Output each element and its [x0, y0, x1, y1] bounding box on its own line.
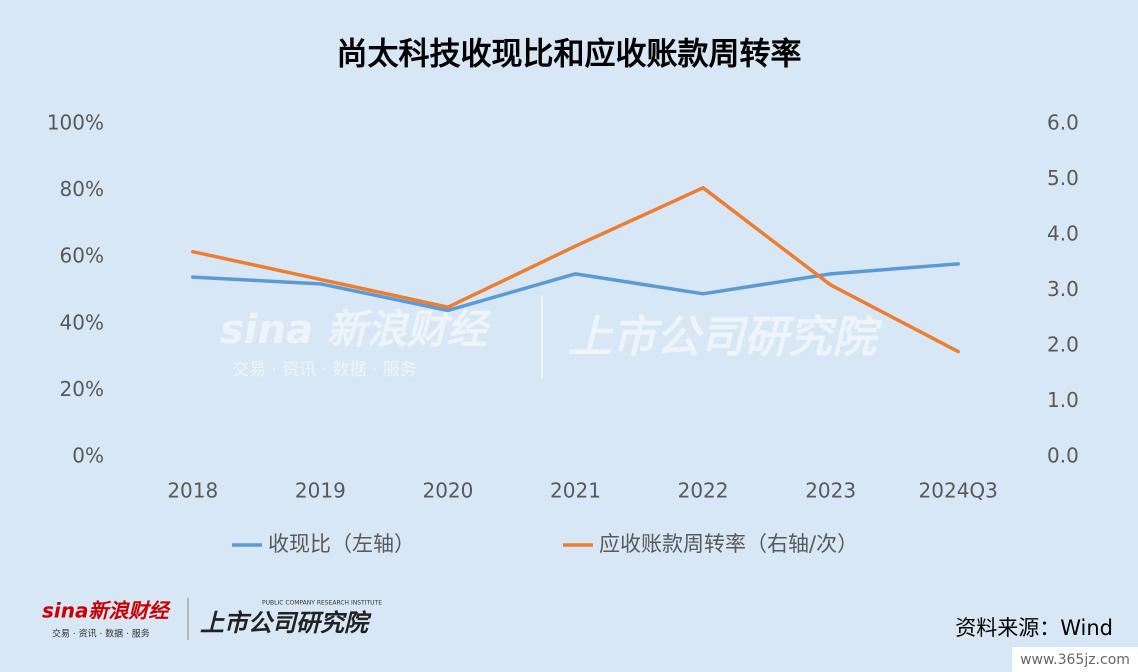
y2-tick-label: 5.0	[1047, 166, 1079, 190]
x-tick-label: 2024Q3	[919, 479, 998, 503]
x-tick-label: 2022	[678, 479, 729, 503]
y2-tick-label: 1.0	[1047, 388, 1079, 412]
x-tick-label: 2020	[422, 479, 473, 503]
y-tick-label: 0%	[72, 444, 104, 468]
y2-tick-label: 6.0	[1047, 111, 1079, 135]
series-line	[191, 262, 960, 313]
watermark-tagline: 交易 · 资讯 · 数据 · 服务	[232, 360, 417, 380]
chart-title: 尚太科技收现比和应收账款周转率	[337, 37, 802, 73]
y2-tick-label: 3.0	[1047, 277, 1079, 301]
logo-brand: sina新浪财经	[42, 599, 171, 623]
x-tick-label: 2019	[295, 479, 346, 503]
logo-tagline: 交易 · 资讯 · 数据 · 服务	[52, 628, 150, 640]
y2-tick-label: 0.0	[1047, 444, 1079, 468]
y2-tick-label: 2.0	[1047, 333, 1079, 357]
series-line	[191, 186, 960, 354]
y-tick-label: 20%	[60, 377, 104, 401]
watermark: sina 新浪财经 交易 · 资讯 · 数据 · 服务 上市公司研究院	[220, 295, 883, 380]
y-tick-label: 40%	[60, 310, 104, 334]
x-tick-label: 2021	[550, 479, 601, 503]
logo-institute: 上市公司研究院	[200, 609, 372, 637]
y2-tick-label: 4.0	[1047, 222, 1079, 246]
site-label: www.365jz.com	[1020, 652, 1130, 668]
legend-label: 收现比（左轴）	[268, 532, 415, 556]
y-tick-label: 60%	[60, 244, 104, 268]
source-note: 资料来源：Wind	[955, 616, 1113, 640]
watermark-brand: sina 新浪财经	[220, 307, 492, 353]
x-tick-label: 2018	[167, 479, 218, 503]
legend-label: 应收账款周转率（右轴/次）	[599, 532, 858, 556]
x-tick-label: 2023	[805, 479, 856, 503]
logo-institute-en: PUBLIC COMPANY RESEARCH INSTITUTE	[262, 600, 382, 607]
watermark-institute: 上市公司研究院	[568, 312, 883, 363]
y-tick-label: 100%	[47, 111, 104, 135]
y-tick-label: 80%	[60, 177, 104, 201]
site-badge	[1012, 647, 1138, 672]
